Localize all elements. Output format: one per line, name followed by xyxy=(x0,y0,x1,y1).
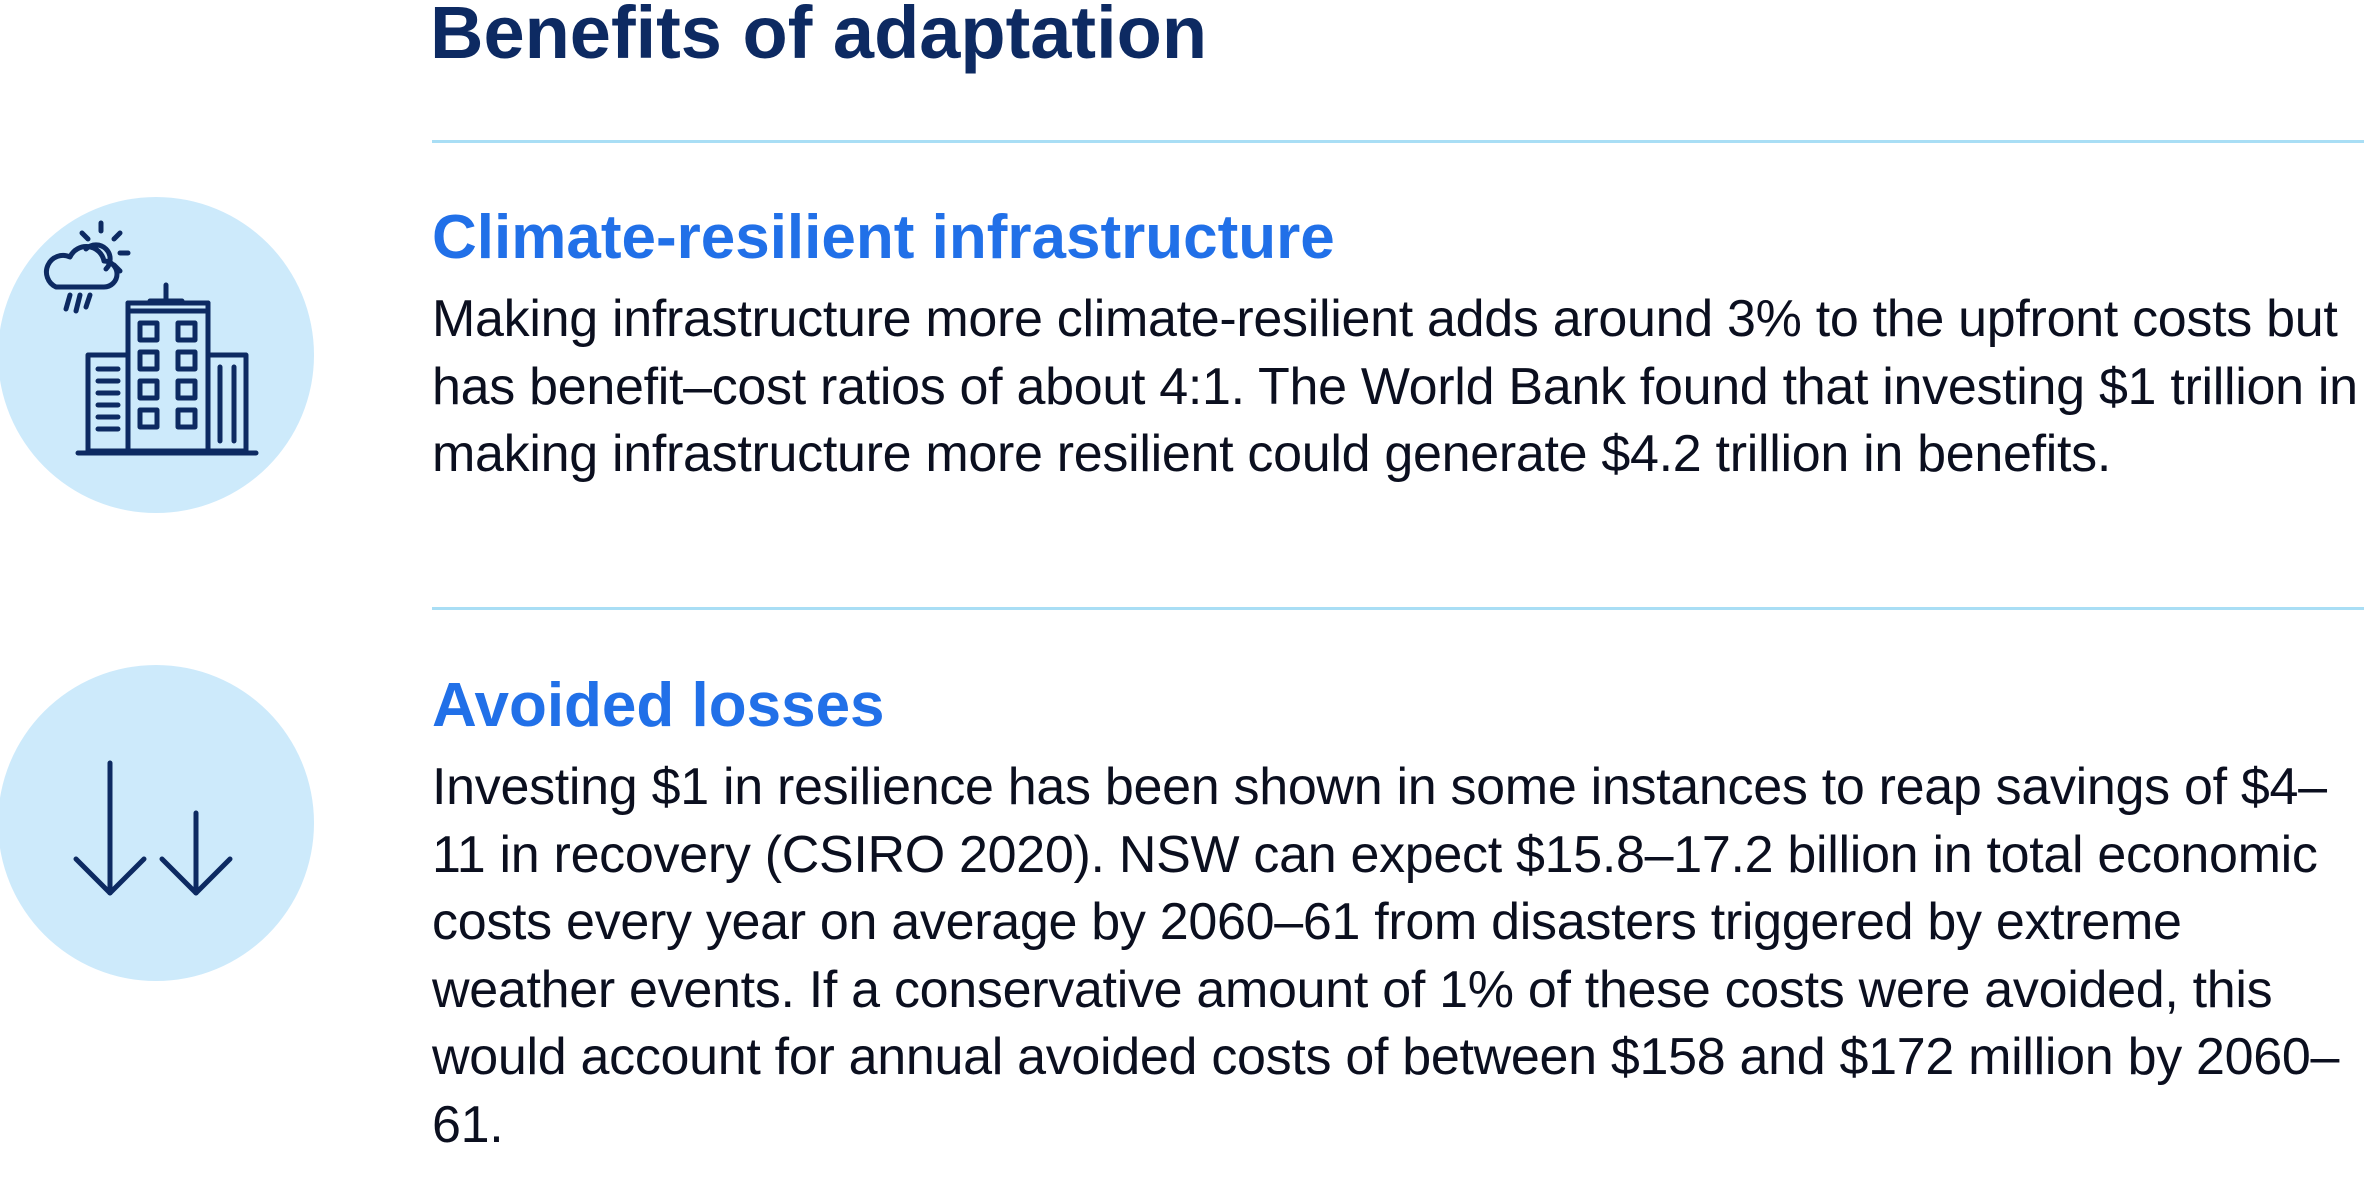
page-title: Benefits of adaptation xyxy=(430,0,1208,74)
section-body: Investing $1 in resilience has been show… xyxy=(432,758,2340,1154)
building-weather-icon xyxy=(43,220,259,456)
section-divider xyxy=(432,607,2364,610)
infrastructure-icon-badge xyxy=(0,197,314,513)
double-down-arrow-icon xyxy=(73,760,233,896)
section-body: Making infrastructure more climate-resil… xyxy=(432,290,2358,483)
section-divider xyxy=(432,140,2364,143)
section-heading: Climate-resilient infrastructure xyxy=(432,203,1335,272)
section-avoided-losses: Avoided losses Investing $1 in resilienc… xyxy=(432,664,2352,1159)
section-climate-resilient-infrastructure: Climate-resilient infrastructure Making … xyxy=(432,196,2358,489)
avoided-losses-icon-badge xyxy=(0,665,314,981)
section-heading: Avoided losses xyxy=(432,671,885,740)
